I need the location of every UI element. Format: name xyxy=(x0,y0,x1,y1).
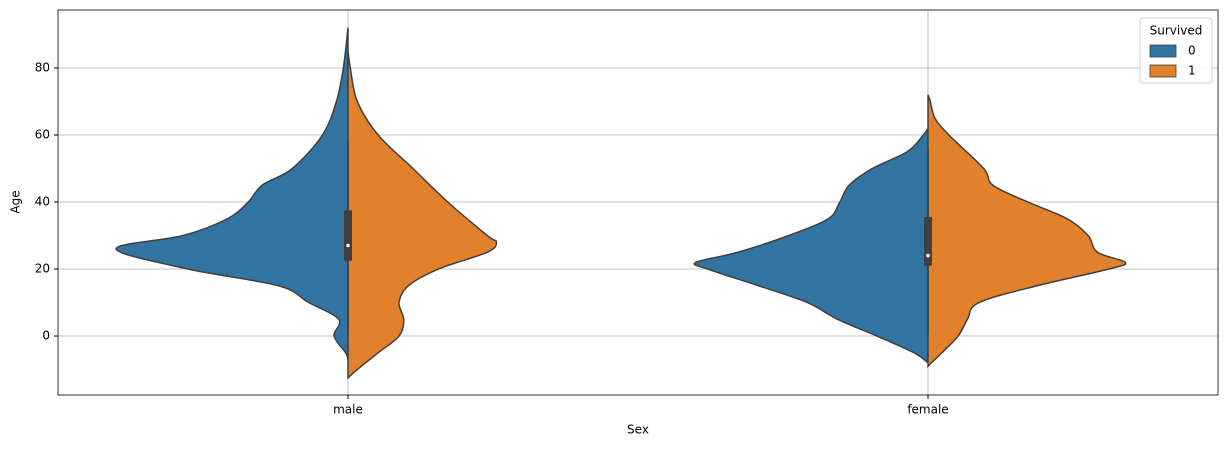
y-axis-label: Age xyxy=(9,190,23,213)
legend-swatch xyxy=(1149,44,1177,58)
legend-swatch xyxy=(1149,64,1177,78)
violin-half xyxy=(693,125,929,365)
y-tick-label: 40 xyxy=(35,194,50,208)
median xyxy=(926,253,930,258)
iqr-box xyxy=(344,210,352,261)
x-axis-label: Sex xyxy=(627,423,649,437)
median xyxy=(346,243,350,248)
y-tick-label: 60 xyxy=(35,127,50,141)
legend-label: 0 xyxy=(1188,44,1196,58)
x-tick-label: female xyxy=(907,403,948,417)
violin-half xyxy=(927,94,1127,368)
y-tick-label: 80 xyxy=(35,60,50,74)
y-tick-label: 20 xyxy=(35,262,50,276)
x-tick-label: male xyxy=(333,403,363,417)
y-tick-label: 0 xyxy=(42,329,50,343)
legend-label: 1 xyxy=(1188,64,1196,78)
plot-frame xyxy=(57,9,1219,396)
violin-half xyxy=(347,51,498,380)
legend-title: Survived xyxy=(1150,24,1203,38)
violin-half xyxy=(115,27,349,360)
iqr-box xyxy=(924,217,932,266)
